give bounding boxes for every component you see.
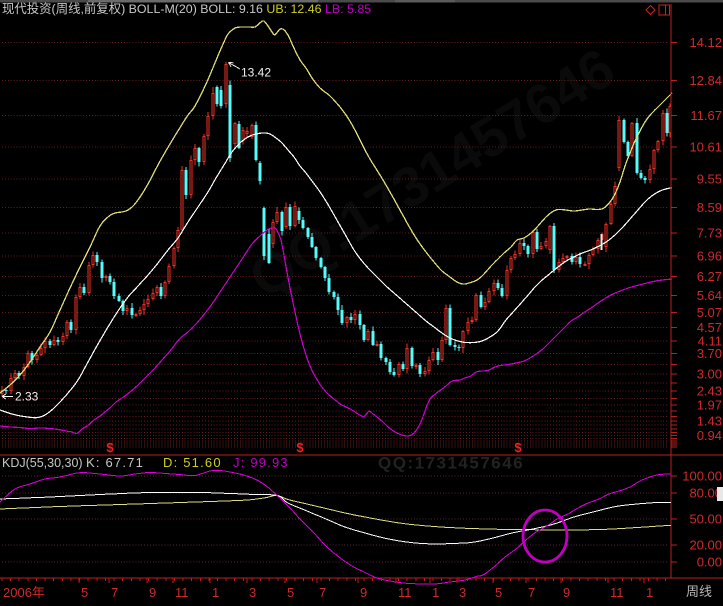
svg-text:3: 3 (249, 585, 256, 600)
svg-text:1: 1 (432, 585, 439, 600)
svg-text:20.00: 20.00 (689, 537, 722, 552)
svg-text:7: 7 (528, 585, 535, 600)
svg-text:9.55: 9.55 (697, 171, 722, 186)
svg-text:3.00: 3.00 (697, 367, 722, 382)
svg-text:4.57: 4.57 (697, 320, 722, 335)
svg-text:3.70: 3.70 (697, 346, 722, 361)
svg-text:50.00: 50.00 (689, 512, 722, 527)
svg-text:12.84: 12.84 (689, 73, 722, 88)
svg-text:KDJ(55,30,30): KDJ(55,30,30) (2, 456, 83, 470)
svg-text:14.12: 14.12 (689, 35, 722, 50)
svg-text:5.64: 5.64 (697, 288, 722, 303)
svg-text:2.43: 2.43 (697, 384, 722, 399)
svg-text:6.27: 6.27 (697, 269, 722, 284)
svg-text:现代投资(周线,前复权) BOLL-M(20) BOLL:: 现代投资(周线,前复权) BOLL-M(20) BOLL: 9.16 UB: 1… (2, 1, 371, 16)
svg-text:K: 67.71: K: 67.71 (86, 455, 144, 470)
svg-text:$: $ (106, 440, 114, 455)
svg-text:1.43: 1.43 (697, 414, 722, 429)
svg-text:11: 11 (398, 585, 412, 600)
svg-text:100.00: 100.00 (682, 468, 722, 483)
svg-text:7.73: 7.73 (697, 226, 722, 241)
svg-text:9: 9 (563, 585, 570, 600)
svg-text:9: 9 (149, 585, 156, 600)
svg-text:5: 5 (81, 585, 88, 600)
svg-text:10.61: 10.61 (689, 140, 722, 155)
svg-text:0.00: 0.00 (697, 555, 722, 570)
svg-text:1: 1 (212, 585, 219, 600)
svg-text:0.94: 0.94 (697, 428, 722, 443)
svg-text:2.33: 2.33 (15, 390, 39, 404)
svg-text:6.96: 6.96 (697, 249, 722, 264)
svg-text:D: 51.60: D: 51.60 (163, 455, 222, 470)
svg-text:$: $ (514, 440, 522, 455)
svg-text:11.67: 11.67 (690, 108, 722, 123)
svg-text:80.00: 80.00 (689, 486, 722, 501)
svg-text:1: 1 (646, 585, 653, 600)
svg-text:1.97: 1.97 (697, 397, 722, 412)
svg-text:8.59: 8.59 (697, 200, 722, 215)
svg-text:J: 99.93: J: 99.93 (233, 455, 289, 470)
svg-text:5: 5 (495, 585, 502, 600)
svg-text:4.11: 4.11 (698, 334, 722, 349)
svg-text:5: 5 (287, 585, 294, 600)
svg-text:QQ:1731457646: QQ:1731457646 (378, 454, 524, 473)
svg-text:3: 3 (459, 585, 466, 600)
svg-text:7: 7 (111, 585, 118, 600)
svg-text:7: 7 (319, 585, 326, 600)
svg-text:$: $ (296, 440, 304, 455)
svg-text:周线: 周线 (686, 584, 712, 599)
svg-text:2006年: 2006年 (3, 585, 45, 600)
svg-text:5.07: 5.07 (697, 305, 722, 320)
svg-text:9: 9 (360, 585, 367, 600)
svg-text:11: 11 (175, 585, 189, 600)
svg-text:13.42: 13.42 (241, 66, 271, 80)
svg-text:11: 11 (610, 585, 624, 600)
